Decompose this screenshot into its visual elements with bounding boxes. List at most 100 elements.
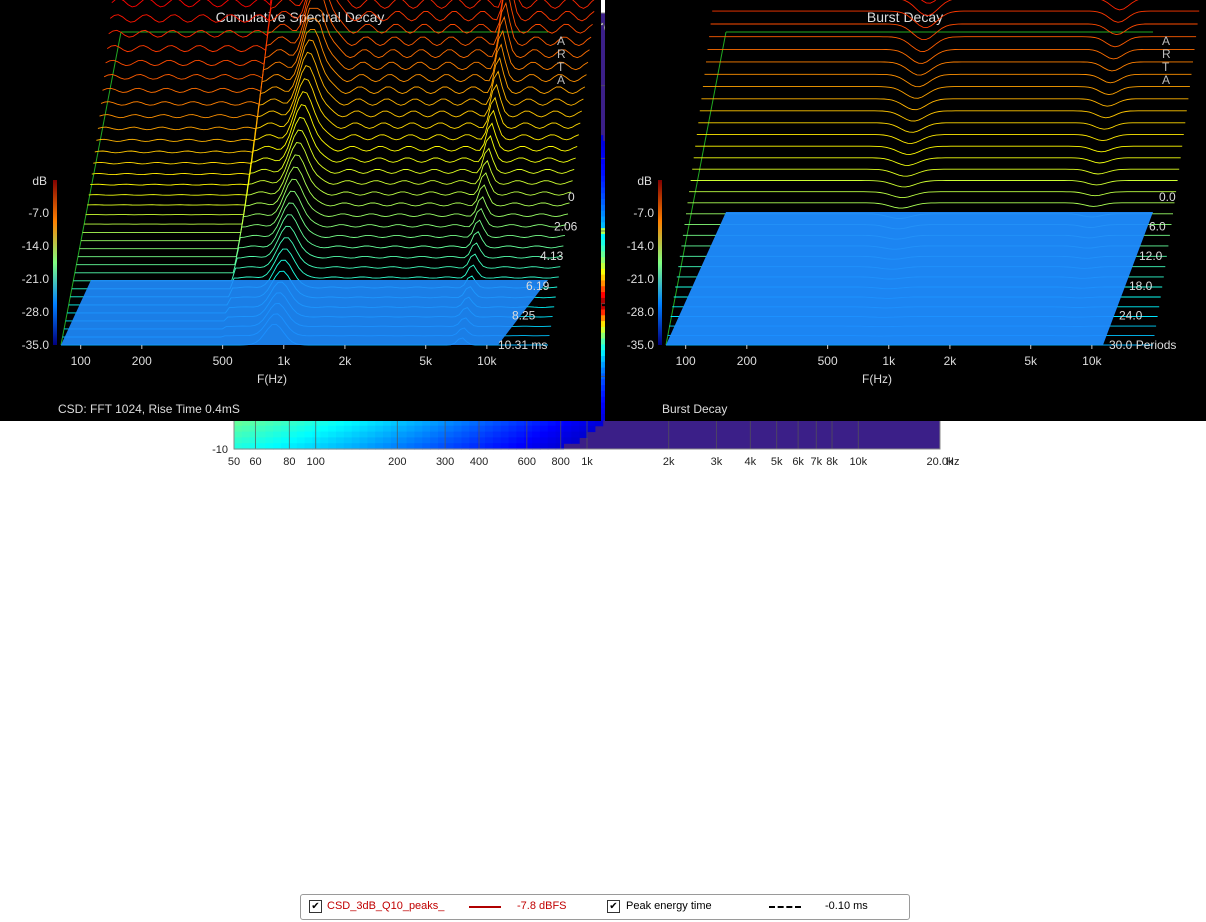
x-tick-label: 2k <box>339 354 353 368</box>
heat-cell <box>367 425 376 433</box>
heat-cell <box>328 419 337 427</box>
legend-checkbox-peak[interactable]: ✔ <box>607 900 620 913</box>
heat-cell <box>359 437 368 444</box>
legend-label-csd: CSD_3dB_Q10_peaks_ <box>327 900 445 912</box>
heat-cell <box>312 419 321 427</box>
heat-cell <box>500 437 510 444</box>
heat-cell <box>453 425 462 433</box>
watermark-letter: A <box>557 73 565 87</box>
x-tick-label: 10k <box>849 456 867 468</box>
heat-cell <box>234 443 243 450</box>
decay-slice-17 <box>94 65 583 154</box>
heat-cell <box>422 419 431 427</box>
heat-cell <box>430 425 439 433</box>
z-tick-label: -21.0 <box>22 272 50 286</box>
time-tick-label: 12.0 <box>1139 249 1163 263</box>
decay-slice-14 <box>99 28 587 119</box>
z-tick-label: -35.0 <box>627 338 655 352</box>
x-tick-label: 10k <box>1082 354 1102 368</box>
heat-cell <box>406 437 415 444</box>
heat-cell <box>524 443 533 450</box>
heat-cell <box>453 437 462 444</box>
heat-cell <box>438 431 447 438</box>
heat-cell <box>375 425 384 433</box>
heat-cell <box>320 437 329 444</box>
heat-cell <box>532 419 541 427</box>
heat-cell <box>273 431 282 438</box>
heat-cell <box>414 437 423 444</box>
time-tick-label: 18.0 <box>1129 279 1153 293</box>
heat-cell <box>375 443 384 450</box>
heat-cell <box>351 431 361 438</box>
heat-cell <box>485 437 494 444</box>
watermark-letter: R <box>1162 47 1171 61</box>
heat-cell <box>265 437 274 444</box>
x-tick-label: 400 <box>470 456 488 468</box>
decay-slice-31 <box>73 237 561 282</box>
heat-cell <box>336 419 345 427</box>
heat-cell <box>273 437 282 444</box>
heat-cell <box>398 443 408 450</box>
heat-cell <box>539 419 549 427</box>
heat-cell <box>281 443 290 450</box>
legend-value-peak: -0.10 ms <box>825 900 868 912</box>
x-tick-label: 600 <box>518 456 536 468</box>
heat-cell <box>249 419 259 427</box>
decay-slice-13 <box>100 18 589 106</box>
z-tick-label: -21.0 <box>627 272 655 286</box>
heat-cell <box>445 437 455 444</box>
heat-cell <box>351 437 361 444</box>
decay-slice-9 <box>712 10 1200 29</box>
heat-cell <box>390 443 400 450</box>
heat-cell <box>469 419 478 427</box>
decay-slice-18 <box>698 122 1186 133</box>
heat-cell <box>469 431 478 438</box>
heat-cell <box>249 425 259 433</box>
x-tick-label: 5k <box>419 354 433 368</box>
heat-cell <box>265 425 274 433</box>
x-tick-label: 5k <box>1024 354 1038 368</box>
burst-panel: Burst Decay dB -7.0 -14.0 -21.0 -28.0 -35.0 100… <box>605 0 1206 421</box>
heat-cell <box>343 431 353 438</box>
decay-slice-19 <box>696 134 1184 144</box>
heat-cell <box>406 431 415 438</box>
decay-slice-8 <box>902 0 1139 16</box>
x-tick-label: 200 <box>132 354 152 368</box>
chart-title: Cumulative Spectral Decay <box>216 9 385 25</box>
legend-checkbox-csd[interactable]: ✔ <box>309 900 322 913</box>
heat-cell <box>563 431 572 438</box>
heat-cell <box>328 437 337 444</box>
heat-cell <box>469 425 478 433</box>
heat-cell <box>414 443 423 450</box>
heat-cell <box>430 443 439 450</box>
x-tick-label: 4k <box>745 456 757 468</box>
heat-cell <box>485 431 494 438</box>
x-tick-label: 80 <box>283 456 295 468</box>
legend-label-peak: Peak energy time <box>626 900 712 912</box>
heat-cell <box>555 437 564 444</box>
heat-cell <box>312 443 321 450</box>
heat-cell <box>273 419 282 427</box>
heat-cell <box>383 437 392 444</box>
heat-cell <box>351 425 361 433</box>
heat-cell <box>383 419 392 427</box>
decay-slice-28 <box>77 202 565 258</box>
decay-slice-25 <box>82 166 570 234</box>
heat-cell <box>516 437 525 444</box>
heat-cell <box>343 443 353 450</box>
heat-cell <box>351 443 361 450</box>
heat-cell <box>516 431 525 438</box>
heat-cell <box>288 425 298 433</box>
heat-cell <box>492 431 502 438</box>
heat-cell <box>477 425 486 433</box>
heat-cell <box>281 437 290 444</box>
watermark-letter: A <box>1162 73 1170 87</box>
heat-cell <box>430 419 439 427</box>
heat-cell <box>438 437 447 444</box>
heat-cell <box>257 443 266 450</box>
heat-cell <box>524 431 533 438</box>
heat-cell <box>406 425 415 433</box>
x-tick-label: 8k <box>826 456 838 468</box>
heat-cell <box>516 443 525 450</box>
heat-cell <box>383 431 392 438</box>
